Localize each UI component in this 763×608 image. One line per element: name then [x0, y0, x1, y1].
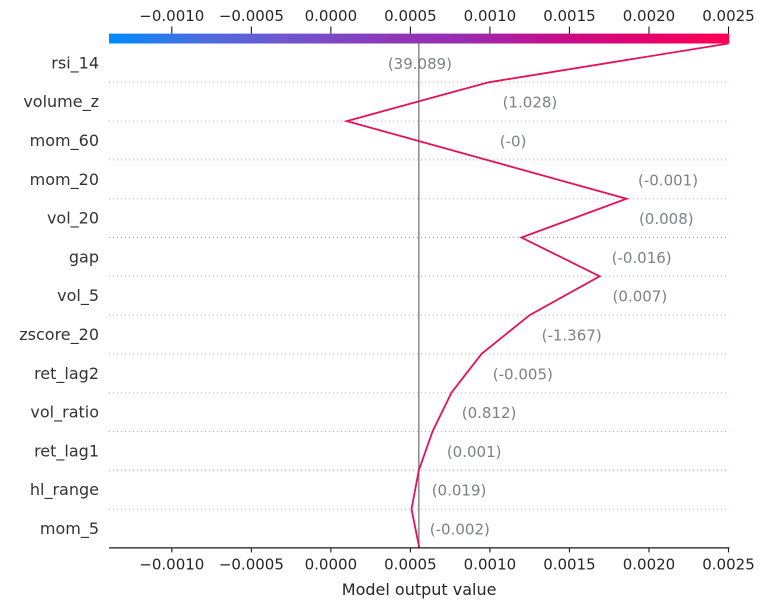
- feature-value-annotation: (0.001): [447, 443, 502, 461]
- x-axis-tick-label: 0.0015: [543, 555, 596, 573]
- feature-label-vol_5: vol_5: [57, 286, 99, 306]
- x-axis-title: Model output value: [342, 580, 497, 599]
- top-axis-tick-label: 0.0005: [384, 7, 437, 25]
- feature-value-annotation: (0.812): [462, 404, 517, 422]
- colorbar: [109, 33, 730, 44]
- feature-label-vol_ratio: vol_ratio: [30, 403, 99, 423]
- feature-value-annotations: (39.089) (1.028) (-0) (-0.001) (0.008) (-0.01…: [388, 55, 698, 539]
- feature-label-mom_20: mom_20: [30, 170, 99, 190]
- feature-value-annotation: (0.007): [613, 288, 668, 306]
- feature-label-mom_5: mom_5: [40, 519, 99, 539]
- feature-label-gap: gap: [69, 247, 99, 266]
- feature-label-ret_lag2: ret_lag2: [34, 364, 99, 384]
- x-axis-tick-label: 0.0025: [702, 555, 755, 573]
- x-axis-tick-label: −0.0005: [219, 555, 284, 573]
- x-axis-tick-label: −0.0010: [139, 555, 204, 573]
- feature-label-volume_z: volume_z: [23, 92, 99, 112]
- feature-label-mom_60: mom_60: [30, 131, 99, 151]
- top-axis-tick-label: 0.0010: [464, 7, 517, 25]
- x-axis: −0.0010 −0.0005 0.0000 0.0005 0.0010 0.0015 0.…: [109, 547, 755, 573]
- feature-value-annotation: (0.008): [639, 210, 694, 228]
- top-axis-tick-label: 0.0025: [702, 7, 755, 25]
- top-axis-tick-label: 0.0000: [305, 7, 358, 25]
- feature-label-vol_20: vol_20: [47, 209, 99, 229]
- feature-value-annotation: (0.019): [432, 482, 487, 500]
- x-axis-tick-label: 0.0020: [623, 555, 676, 573]
- x-axis-tick-label: 0.0000: [305, 555, 358, 573]
- feature-value-annotation: (-0.016): [612, 249, 672, 267]
- feature-label-hl_range: hl_range: [30, 480, 99, 500]
- feature-value-annotation: (-1.367): [542, 327, 602, 345]
- top-axis-tick-label: 0.0020: [623, 7, 676, 25]
- feature-value-annotation: (-0.002): [430, 521, 490, 539]
- top-axis: −0.0010 −0.0005 0.0000 0.0005 0.0010 0.0015 0.…: [139, 7, 755, 34]
- x-axis-tick-label: 0.0010: [464, 555, 517, 573]
- feature-value-annotation: (-0): [500, 133, 527, 151]
- feature-label-zscore_20: zscore_20: [19, 325, 99, 345]
- decision-line: [343, 42, 729, 549]
- feature-value-annotation: (39.089): [388, 55, 452, 73]
- top-axis-tick-label: −0.0005: [219, 7, 284, 25]
- top-axis-tick-label: 0.0015: [543, 7, 596, 25]
- feature-value-annotation: (1.028): [503, 94, 558, 112]
- feature-value-annotation: (-0.005): [493, 365, 553, 383]
- x-axis-tick-label: 0.0005: [384, 555, 437, 573]
- feature-value-annotation: (-0.001): [638, 171, 698, 189]
- feature-label-ret_lag1: ret_lag1: [34, 441, 99, 461]
- top-axis-tick-label: −0.0010: [139, 7, 204, 25]
- feature-label-rsi_14: rsi_14: [51, 53, 99, 73]
